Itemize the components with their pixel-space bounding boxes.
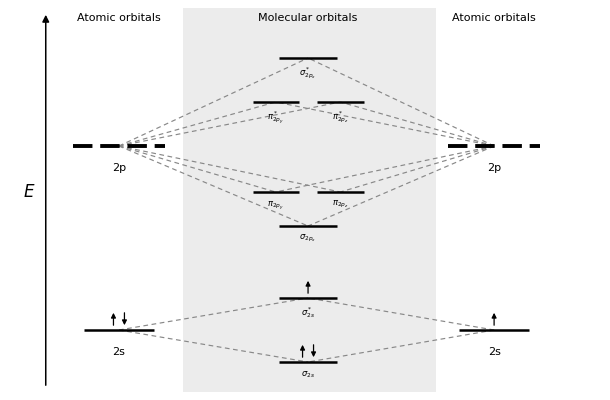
FancyBboxPatch shape [183,8,436,392]
Text: Molecular orbitals: Molecular orbitals [259,13,357,23]
Text: $\pi^*_{2p_z}$: $\pi^*_{2p_z}$ [332,109,349,125]
Text: 2s: 2s [487,347,501,357]
Text: $\sigma_{2p_x}$: $\sigma_{2p_x}$ [300,233,317,244]
Text: E: E [24,183,35,201]
Text: 2p: 2p [112,163,126,173]
Text: $\sigma^*_{2p_x}$: $\sigma^*_{2p_x}$ [300,65,317,81]
Text: $\sigma_{2s}$: $\sigma_{2s}$ [301,369,315,380]
Text: $\pi_{2p_y}$: $\pi_{2p_y}$ [267,199,284,212]
Text: $\pi^*_{2p_y}$: $\pi^*_{2p_y}$ [267,109,284,126]
Text: Atomic orbitals: Atomic orbitals [77,13,161,23]
Text: $\sigma^*_{2s}$: $\sigma^*_{2s}$ [301,305,315,320]
Text: $\pi_{2p_z}$: $\pi_{2p_z}$ [332,199,349,210]
Text: Atomic orbitals: Atomic orbitals [452,13,536,23]
Text: 2p: 2p [487,163,501,173]
Text: 2s: 2s [112,347,126,357]
